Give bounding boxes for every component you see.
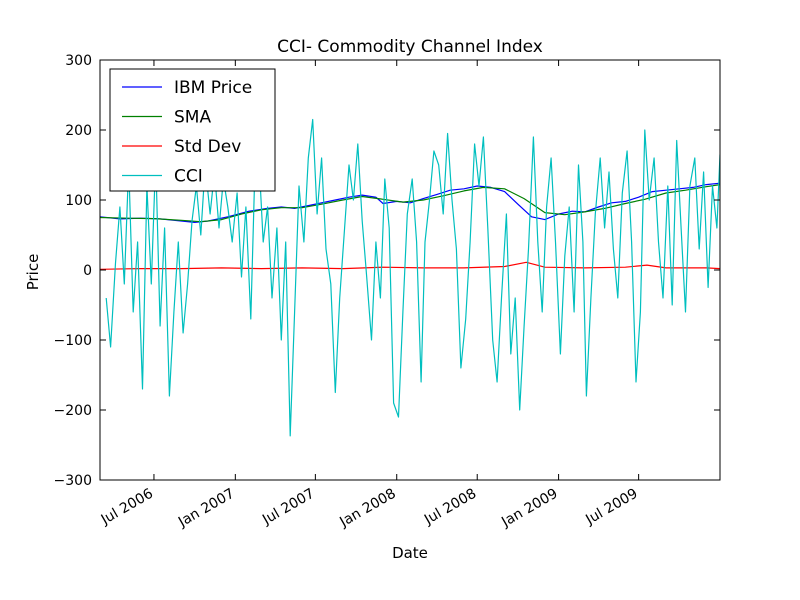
x-tick-label: Jul 2006: [98, 486, 156, 529]
x-tick-label: Jul 2009: [582, 486, 640, 529]
series-line-std-dev: [100, 261, 720, 270]
series-line-sma: [100, 184, 720, 223]
x-tick-label: Jan 2008: [336, 486, 398, 531]
y-tick-label: 100: [65, 193, 92, 209]
x-tick-label: Jul 2008: [421, 486, 479, 529]
x-tick-label: Jan 2009: [498, 486, 560, 531]
y-tick-label: 0: [83, 263, 92, 279]
legend-label: IBM Price: [174, 78, 252, 98]
chart-title: CCI- Commodity Channel Index: [277, 37, 543, 57]
series-layer: [100, 118, 720, 437]
y-tick-label: −100: [54, 333, 92, 349]
y-axis: −300 −200 −100 0 100 200 300: [54, 53, 720, 489]
legend-label: SMA: [174, 108, 211, 128]
legend-box: [109, 68, 276, 192]
x-tick-label: Jul 2007: [259, 486, 317, 529]
y-tick-label: 300: [65, 53, 92, 69]
y-tick-label: −300: [54, 473, 92, 489]
y-tick-label: 200: [65, 123, 92, 139]
x-axis-label: Date: [392, 544, 428, 562]
x-tick-label: Jan 2007: [175, 486, 237, 531]
legend-label: CCI: [174, 167, 203, 187]
series-line-cci: [105, 118, 720, 437]
y-tick-label: −200: [54, 403, 92, 419]
y-axis-label: Price: [24, 254, 42, 291]
legend-label: Std Dev: [174, 137, 241, 157]
legend: IBM Price SMA Std Dev CCI: [109, 68, 276, 192]
